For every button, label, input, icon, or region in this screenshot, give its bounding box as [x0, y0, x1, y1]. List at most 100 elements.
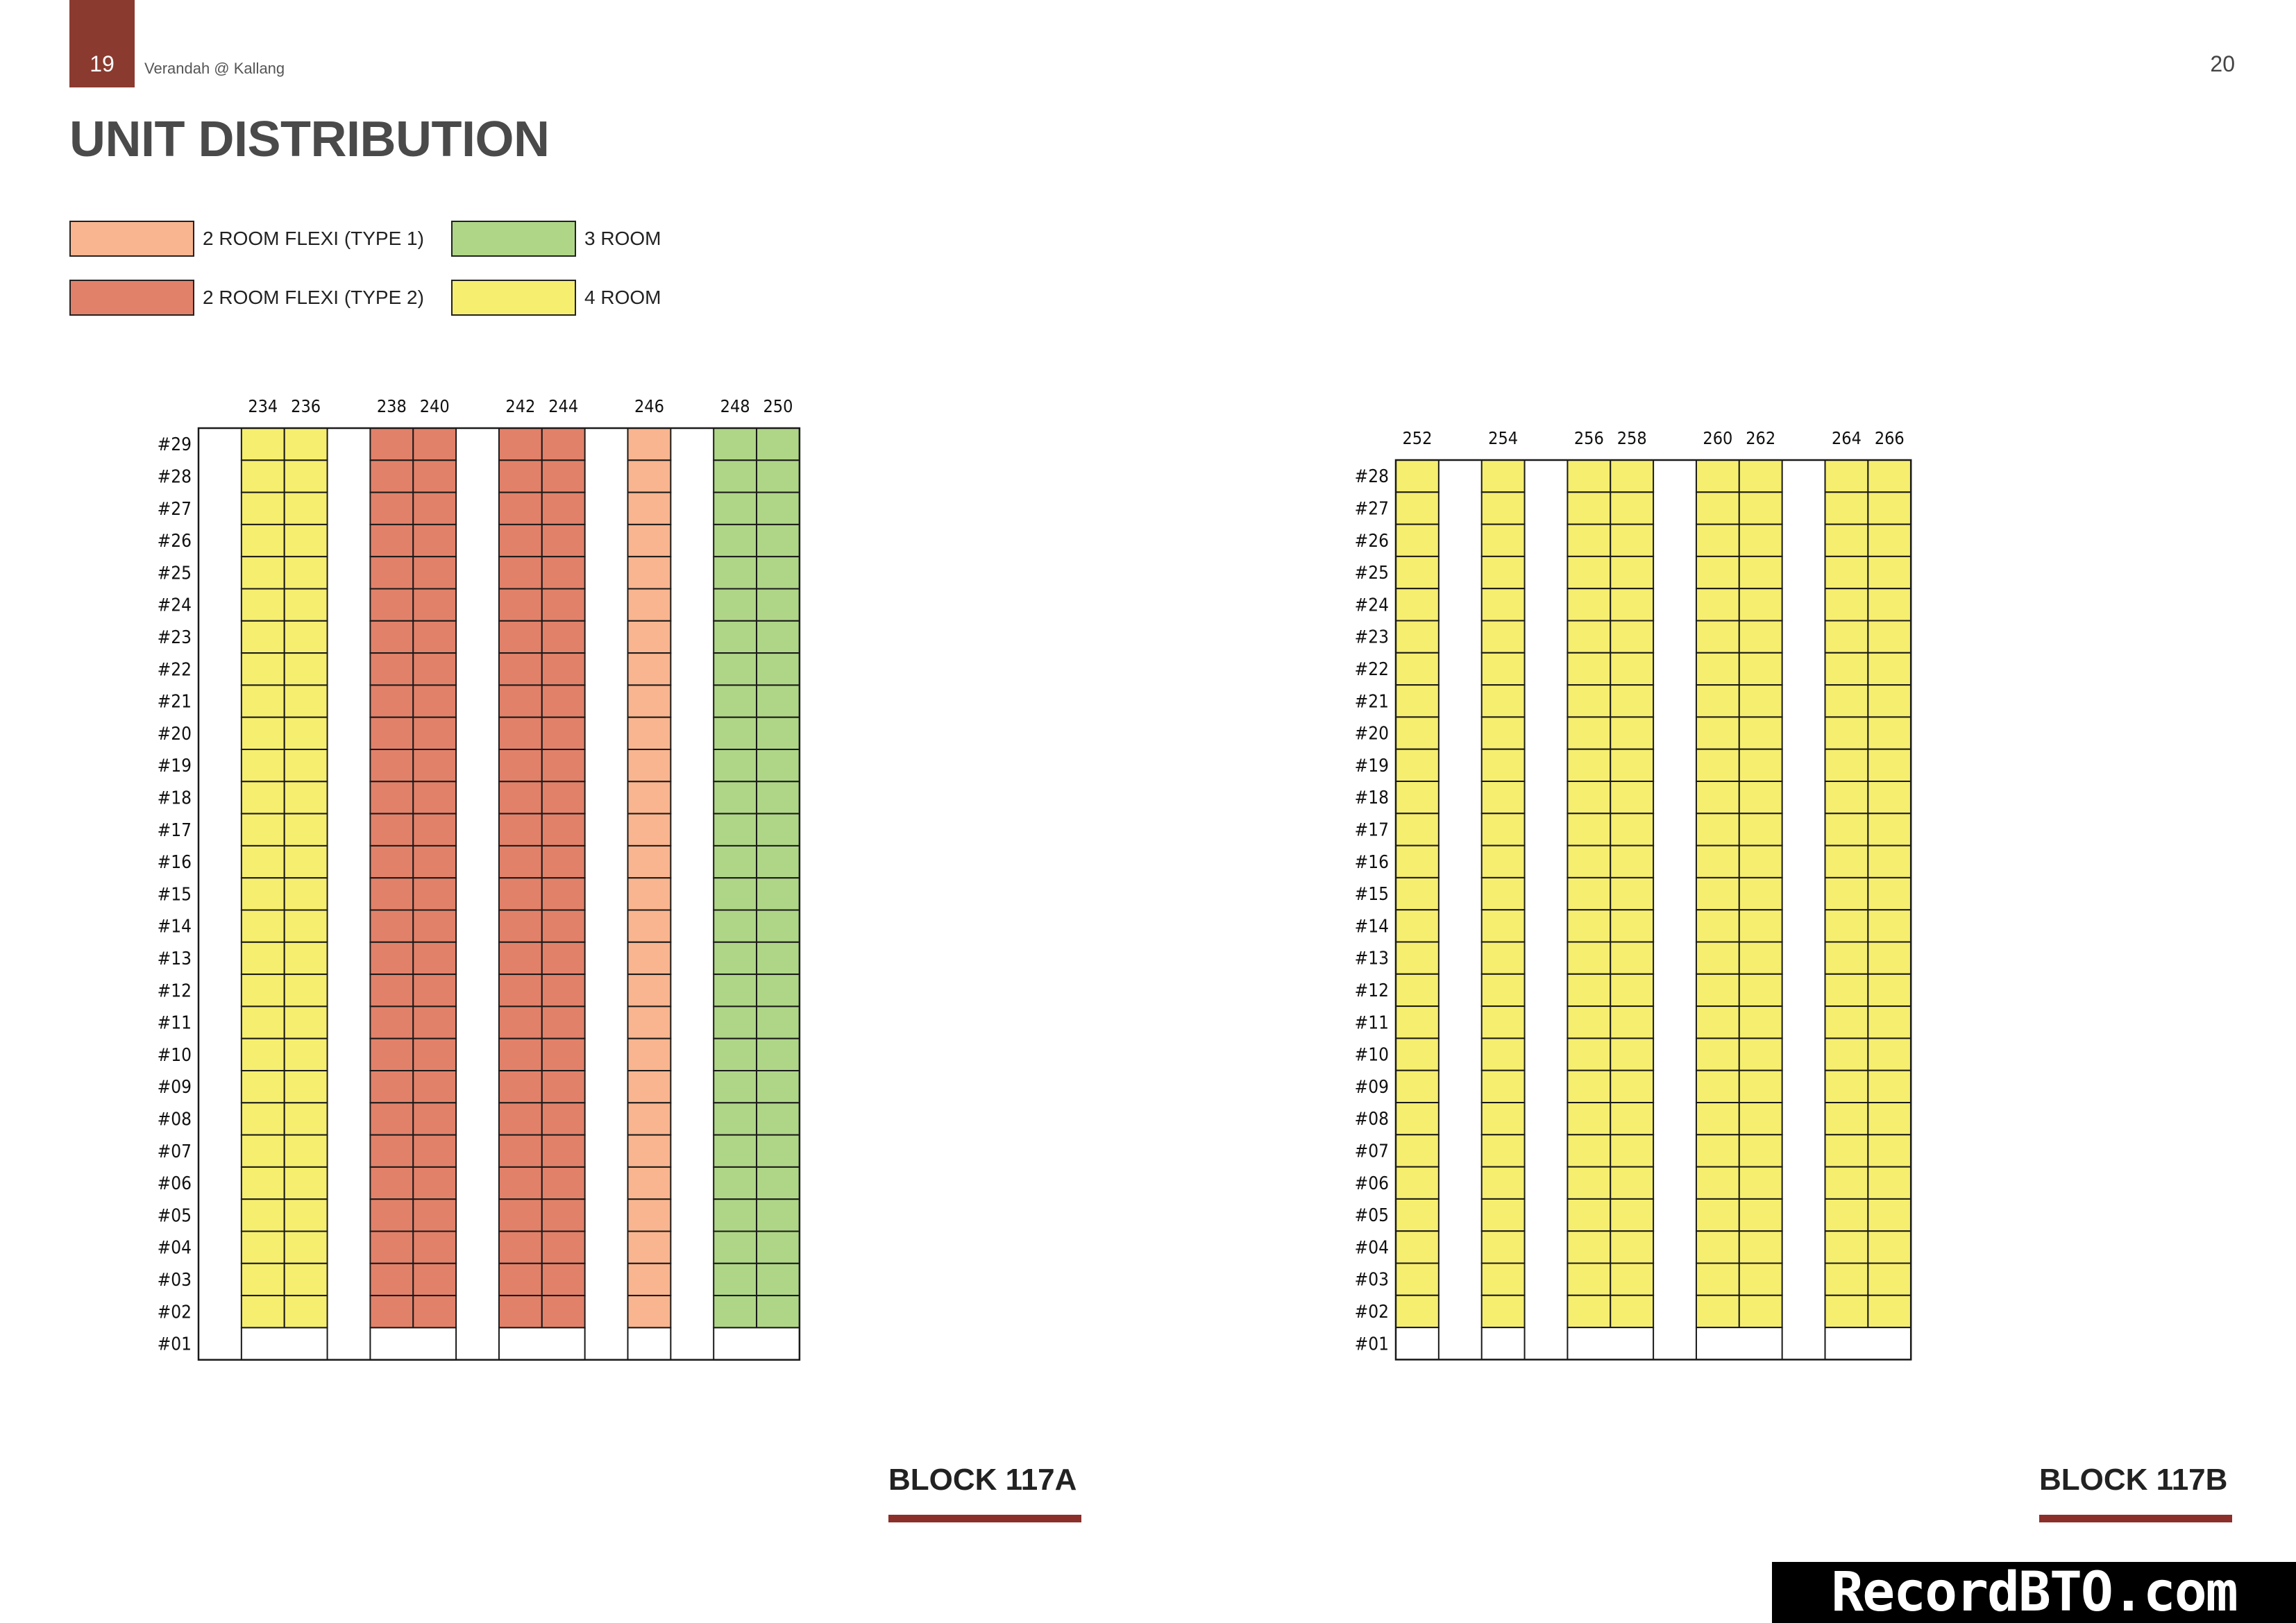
unit-cell — [1395, 781, 1440, 815]
unit-cell — [1395, 973, 1440, 1008]
unit-cell — [1567, 459, 1612, 493]
unit-cell — [627, 1230, 672, 1264]
unit-cell — [627, 1295, 672, 1329]
unit-cell — [498, 974, 543, 1008]
unit-cell — [627, 523, 672, 558]
legend-item-2-room-flexi-type-1: 2 ROOM FLEXI (TYPE 1) — [69, 219, 424, 258]
unit-cell — [1395, 491, 1440, 525]
unit-cell — [541, 909, 586, 943]
unit-cell — [283, 1295, 328, 1329]
unit-cell — [369, 813, 414, 847]
unit-cell — [369, 523, 414, 558]
unit-cell — [541, 427, 586, 461]
unit-cell — [1824, 909, 1869, 943]
unit-cell — [1610, 813, 1655, 847]
unit-cell — [1567, 1005, 1612, 1039]
unit-cell — [1480, 781, 1526, 815]
unit-cell — [1610, 523, 1655, 557]
unit-cell — [283, 1037, 328, 1071]
unit-cell — [1738, 748, 1783, 782]
unit-cell — [1695, 459, 1740, 493]
unit-cell — [627, 749, 672, 783]
unit-cell — [283, 749, 328, 783]
unit-cell — [713, 459, 758, 493]
unit-cell — [1738, 588, 1783, 622]
unit-cell — [541, 749, 586, 783]
unit-cell — [1824, 844, 1869, 878]
block-outline — [197, 427, 801, 1361]
unit-cell — [1824, 523, 1869, 557]
unit-cell — [1567, 523, 1612, 557]
unit-cell — [713, 427, 758, 461]
ground-floor-cell — [627, 1327, 672, 1361]
legend-label-4-room: 4 ROOM — [584, 287, 661, 308]
unit-label: 266 — [1875, 428, 1905, 448]
unit-cell — [1395, 684, 1440, 718]
unit-cell — [1867, 555, 1912, 590]
unit-cell — [1480, 909, 1526, 943]
unit-cell — [240, 459, 285, 493]
unit-cell — [1395, 1262, 1440, 1296]
unit-cell — [627, 684, 672, 718]
unit-cell — [1480, 1134, 1526, 1168]
unit-cell — [283, 1166, 328, 1200]
unit-cell — [1567, 1294, 1612, 1329]
document-title: Verandah @ Kallang — [144, 60, 285, 77]
unit-cell — [283, 556, 328, 590]
page-number-left: 19 — [90, 51, 115, 76]
floor-label: #14 — [158, 917, 192, 937]
unit-cell — [498, 716, 543, 750]
unit-cell — [498, 1102, 543, 1136]
unit-cell — [1395, 813, 1440, 847]
unit-cell — [627, 844, 672, 879]
unit-cell — [1695, 684, 1740, 718]
unit-cell — [412, 523, 457, 558]
unit-cell — [1824, 1198, 1869, 1232]
unit-cell — [541, 620, 586, 654]
unit-cell — [1610, 620, 1655, 654]
unit-cell — [1610, 588, 1655, 622]
unit-cell — [412, 941, 457, 976]
unit-cell — [412, 1134, 457, 1168]
unit-cell — [498, 556, 543, 590]
floor-label: #04 — [1355, 1237, 1389, 1258]
unit-cell — [240, 813, 285, 847]
unit-cell — [498, 523, 543, 558]
unit-cell — [1738, 1134, 1783, 1168]
floor-label: #16 — [1355, 852, 1389, 873]
ground-floor-cell — [498, 1327, 586, 1361]
unit-cell — [498, 491, 543, 525]
unit-cell — [756, 1166, 800, 1200]
unit-cell — [369, 1230, 414, 1264]
unit-cell — [1695, 1262, 1740, 1296]
floor-label: #07 — [1355, 1141, 1389, 1162]
floor-label: #10 — [158, 1045, 192, 1066]
unit-cell — [756, 1230, 800, 1264]
unit-cell — [1695, 1230, 1740, 1264]
unit-cell — [1867, 1230, 1912, 1264]
unit-cell — [498, 1070, 543, 1104]
legend-item-4-room: 4 ROOM — [451, 278, 661, 317]
unit-cell — [756, 1198, 800, 1232]
unit-cell — [283, 1198, 328, 1232]
unit-cell — [756, 974, 800, 1008]
unit-cell — [412, 652, 457, 686]
unit-cell — [541, 1166, 586, 1200]
floor-label: #22 — [158, 659, 192, 680]
unit-cell — [713, 749, 758, 783]
unit-cell — [1867, 781, 1912, 815]
unit-cell — [541, 844, 586, 879]
floor-label: #25 — [1355, 563, 1389, 584]
unit-cell — [1867, 588, 1912, 622]
unit-cell — [1610, 1134, 1655, 1168]
unit-cell — [1867, 1069, 1912, 1103]
unit-cell — [240, 427, 285, 461]
block-underline-117b — [2039, 1515, 2232, 1522]
unit-cell — [369, 556, 414, 590]
unit-cell — [1567, 555, 1612, 590]
unit-cell — [1395, 941, 1440, 975]
unit-cell — [627, 459, 672, 493]
unit-cell — [756, 844, 800, 879]
unit-cell — [1395, 1230, 1440, 1264]
unit-cell — [541, 1134, 586, 1168]
